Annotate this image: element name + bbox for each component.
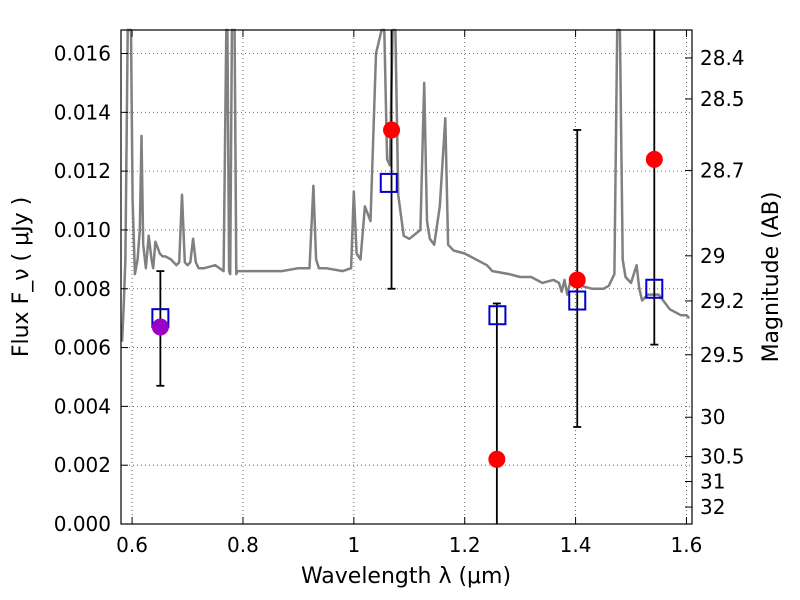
x-tick-label: 1.6 bbox=[671, 533, 703, 557]
y-tick-label: 0.012 bbox=[54, 159, 111, 183]
model-point-square bbox=[645, 278, 664, 299]
model-point-square bbox=[568, 290, 587, 311]
y2-tick-label: 28.5 bbox=[700, 87, 745, 111]
y-axis-label: Flux F_ν ( μJy ) bbox=[9, 197, 34, 357]
x-tick-label: 1.2 bbox=[449, 533, 481, 557]
observed-point bbox=[568, 271, 586, 289]
y2-tick-label: 30.5 bbox=[700, 445, 745, 469]
observed-point bbox=[488, 450, 506, 468]
observed-point bbox=[645, 150, 663, 168]
y2-tick-label: 29.5 bbox=[700, 343, 745, 367]
x-axis-label: Wavelength λ (μm) bbox=[301, 564, 511, 589]
observed-point bbox=[151, 318, 169, 336]
y2-tick-label: 30 bbox=[700, 405, 725, 429]
x-tick-label: 1.4 bbox=[560, 533, 592, 557]
y2-tick-label: 32 bbox=[700, 495, 725, 519]
model-points bbox=[151, 172, 664, 329]
y-tick-label: 0.002 bbox=[54, 453, 111, 477]
y2-tick-label: 29 bbox=[700, 244, 725, 268]
x-tick-label: 0.6 bbox=[116, 533, 148, 557]
y2-axis-label: Magnitude (AB) bbox=[759, 192, 784, 363]
y-tick-label: 0.014 bbox=[54, 100, 111, 124]
y-tick-label: 0.006 bbox=[54, 336, 111, 360]
x-axis-ticks: 0.6 0.8 1 1.2 1.4 1.6 bbox=[116, 30, 702, 557]
x-tick-label: 1 bbox=[347, 533, 360, 557]
model-point-square bbox=[488, 305, 507, 326]
observed-points bbox=[151, 121, 663, 468]
model-point-square bbox=[379, 172, 398, 193]
y2-tick-label: 28.7 bbox=[700, 158, 745, 182]
plot-frame bbox=[120, 29, 693, 525]
y2-tick-label: 28.4 bbox=[700, 46, 745, 70]
y2-tick-label: 31 bbox=[700, 469, 725, 493]
observed-point bbox=[383, 121, 401, 139]
y-tick-label: 0.000 bbox=[54, 512, 111, 536]
x-tick-label: 0.8 bbox=[227, 533, 259, 557]
y-axis-ticks: 0.000 0.002 0.004 0.006 0.008 0.010 0.012 0.014… bbox=[54, 42, 128, 536]
y-tick-label: 0.004 bbox=[54, 394, 111, 418]
y-tick-label: 0.010 bbox=[54, 218, 111, 242]
y2-tick-label: 29.2 bbox=[700, 289, 745, 313]
y-tick-label: 0.016 bbox=[54, 42, 111, 66]
y-tick-label: 0.008 bbox=[54, 277, 111, 301]
